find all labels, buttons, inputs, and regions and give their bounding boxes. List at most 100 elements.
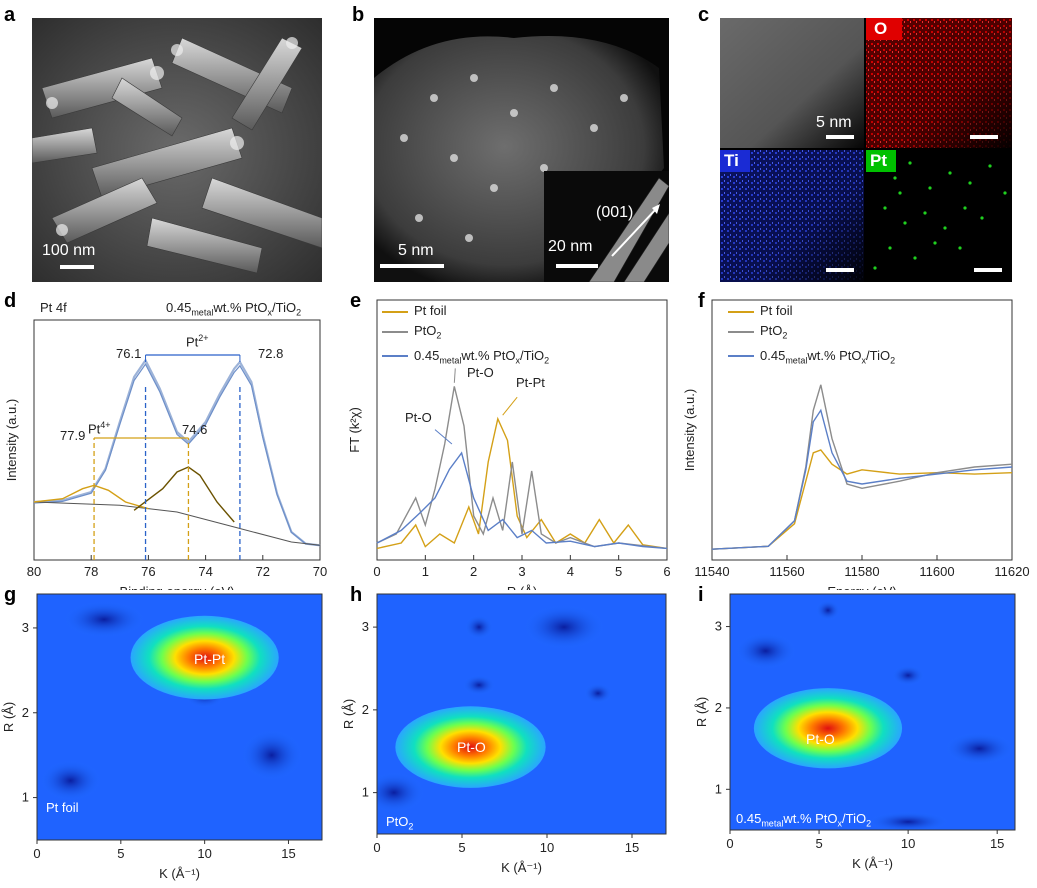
xps-chart: 80 78 76 74 72 70 Binding energy (eV) Intensity… (4, 319, 327, 590)
wavelet-low-blob (892, 665, 925, 686)
wavelet-low-blob (377, 772, 424, 813)
x-tick-label: 76 (141, 564, 155, 579)
x-tick-label: 11580 (844, 564, 879, 579)
peak-label-746: 74.6 (182, 422, 208, 437)
panel-letter-c: c (698, 4, 710, 26)
map-label-ti: Ti (724, 151, 739, 170)
wavelet-peak (753, 688, 903, 769)
x-axis-label: R (Å) (507, 584, 537, 590)
wavelet-low-blob (40, 760, 101, 801)
y-tick-label: 3 (22, 620, 29, 635)
legend-item-sample: 0.45metalwt.% PtOx/TiO2 (382, 346, 549, 371)
xps-fit-envelope (33, 358, 321, 547)
stem-image-drawing (374, 36, 669, 282)
x-tick-label: 11620 (994, 564, 1029, 579)
wavelet-low-blob (945, 732, 1014, 765)
eds-maps-drawing (720, 18, 1012, 282)
scale-label-c: 5 nm (816, 114, 852, 131)
x-tick-label: 5 (615, 564, 622, 579)
map-label-pt: Pt (870, 151, 887, 170)
wavelet-low-blob (524, 605, 604, 650)
y-axis-label: R (Å) (341, 699, 356, 729)
pt-o-label-1: Pt-O (467, 365, 494, 380)
wavelet-map (37, 594, 322, 840)
scale-bar (60, 265, 94, 269)
ft-series-line (376, 386, 668, 550)
y-tick-label: 1 (362, 785, 369, 800)
wavelet-peak-label-h: Pt-O (457, 739, 486, 755)
legend-item-pt-foil: Pt foil (382, 301, 549, 321)
x-tick-label: 10 (197, 846, 211, 861)
x-tick-label: 10 (540, 840, 554, 855)
x-tick-label: 15 (990, 836, 1004, 851)
wavelet-corner-label-g: Pt foil (46, 800, 79, 815)
ft-exafs-chart: 0 1 2 3 4 5 6 R (Å) FT (k²χ) (347, 299, 671, 590)
wavelet-low-blob (463, 675, 495, 696)
panel-letter-g: g (4, 584, 17, 606)
plot-frame (376, 593, 667, 835)
y-tick-label: 1 (715, 781, 722, 796)
xps-raw-line (33, 363, 321, 547)
x-tick-label: 5 (815, 836, 822, 851)
x-tick-label: 11560 (769, 564, 804, 579)
legend-item-pt-foil-f: Pt foil (728, 301, 895, 321)
panel-letter-f: f (698, 290, 705, 312)
ft-series-line (376, 451, 668, 550)
inset-scale-label-b: 20 nm (548, 238, 593, 255)
y-tick-label: 2 (22, 705, 29, 720)
x-axis-label: Binding energy (eV) (120, 584, 235, 590)
y-tick-label: 2 (362, 702, 369, 717)
y-tick-label: 1 (22, 790, 29, 805)
y-axis-label: FT (k²χ) (347, 407, 362, 453)
peak-label-728: 72.8 (258, 346, 284, 361)
wavelet-low-blob (815, 600, 840, 621)
panel-letter-a: a (4, 4, 16, 26)
sem-image: 100 nm (32, 18, 322, 282)
wavelet-peak (395, 706, 546, 788)
panel-letter-b: b (352, 4, 365, 26)
ft-series-line (376, 416, 668, 550)
peak-label-779: 77.9 (60, 428, 86, 443)
plot-frame (33, 319, 321, 561)
x-tick-label: 0 (33, 846, 40, 861)
wavelet-low-blob (64, 601, 145, 638)
pt4-label: Pt4+ (88, 420, 111, 437)
map-label-o: O (874, 19, 888, 38)
wavelet-peak-label-i: Pt-O (806, 731, 835, 747)
y-tick-label: 2 (715, 700, 722, 715)
annotation-arrow (502, 396, 518, 416)
stem-image: 5 nm 20 nm (001) (374, 18, 669, 282)
scale-label-b: 5 nm (398, 242, 434, 259)
xps-corner-label: Pt 4f (40, 300, 67, 315)
wavelet-peak (130, 615, 279, 700)
x-tick-label: 11540 (694, 564, 729, 579)
sem-image-drawing (32, 18, 322, 282)
y-tick-label: 3 (715, 619, 722, 634)
legend-item-pto2-f: PtO2 (728, 321, 895, 346)
x-tick-label: 3 (518, 564, 525, 579)
xanes-series-line (711, 449, 1013, 550)
annotation-arrow (453, 368, 456, 383)
x-tick-label: 74 (198, 564, 212, 579)
annotation-arrow (434, 429, 453, 445)
wavelet-map (377, 594, 666, 834)
wavelet-low-blob (735, 632, 796, 669)
panel-letter-d: d (4, 290, 17, 312)
x-tick-label: 1 (422, 564, 429, 579)
wavelet-background (377, 594, 666, 834)
y-tick-label: 3 (362, 619, 369, 634)
wavelet-map (730, 594, 1015, 830)
direction-label: (001) (596, 204, 634, 221)
x-axis-label: Energy (eV) (827, 584, 896, 590)
x-tick-label: 15 (625, 840, 639, 855)
y-axis-label: R (Å) (694, 697, 709, 727)
wavelet-corner-label-h: PtO2 (386, 814, 414, 832)
x-tick-label: 6 (663, 564, 670, 579)
xps-baseline (33, 501, 321, 546)
panel-letter-h: h (350, 584, 363, 606)
legend-item-pto2: PtO2 (382, 321, 549, 346)
xps-pt4-component-1 (33, 484, 149, 510)
wavelet-map-pt-foil: 0 5 10 15 1 2 3 K (Å⁻¹) R (Å) (1, 593, 323, 881)
peak-label-761: 76.1 (116, 346, 142, 361)
wavelet-map-pto2: 0 5 10 15 1 2 3 K (Å⁻¹) R (Å) (341, 593, 667, 875)
